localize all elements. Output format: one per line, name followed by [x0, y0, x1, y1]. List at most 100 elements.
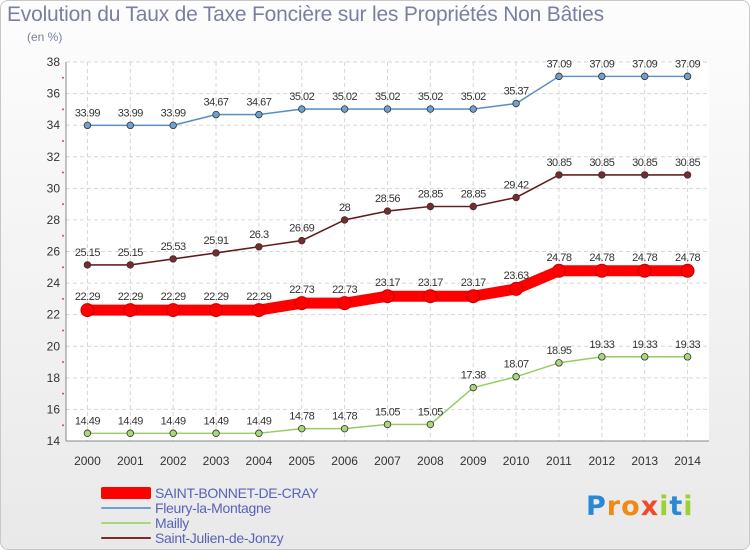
data-point [594, 263, 609, 278]
data-point [637, 263, 652, 278]
y-minor-tick [62, 329, 64, 332]
y-tick-label: 20 [47, 339, 61, 353]
data-point [469, 202, 477, 211]
y-minor-tick [62, 266, 64, 269]
y-tick-label: 32 [47, 150, 61, 164]
data-label: 14.49 [204, 415, 229, 427]
legend-item-saint-bonnet[interactable]: SAINT-BONNET-DE-CRAY [101, 485, 319, 501]
y-tick-label: 14 [47, 434, 61, 448]
data-point [426, 420, 435, 429]
data-label: 18.07 [504, 359, 529, 371]
data-label: 15.05 [418, 406, 443, 418]
logo-letter: r [606, 491, 622, 522]
data-label: 37.09 [589, 58, 614, 70]
legend-label-saint-julien: Saint-Julien-de-Jonzy [155, 530, 284, 546]
data-point [123, 303, 138, 318]
data-point [83, 429, 92, 437]
logo-letter: P [586, 491, 607, 522]
logo-letter: i [659, 491, 670, 522]
data-label: 30.85 [546, 157, 571, 169]
data-label: 35.02 [375, 91, 400, 103]
data-label: 14.78 [289, 411, 314, 423]
chart-title: Evolution du Taux de Taxe Foncière sur l… [7, 3, 604, 26]
data-label: 14.78 [332, 411, 357, 423]
data-label: 28 [339, 202, 351, 214]
data-label: 33.99 [75, 107, 100, 119]
data-point [426, 105, 435, 113]
data-label: 25.53 [161, 241, 186, 253]
legend-item-mailly[interactable]: Mailly [101, 515, 189, 531]
data-point [598, 72, 606, 81]
x-tick-label: 2007 [374, 454, 401, 468]
data-point [298, 105, 306, 113]
y-minor-tick [62, 203, 64, 206]
data-point [83, 261, 92, 269]
data-label: 37.09 [675, 58, 700, 70]
data-point [423, 289, 438, 304]
data-label: 28.85 [461, 188, 486, 200]
data-label: 29.42 [504, 179, 529, 191]
legend-swatch-saint-bonnet [101, 487, 151, 499]
legend-label-mailly: Mailly [155, 515, 189, 531]
data-point [166, 303, 181, 318]
data-label: 24.78 [546, 252, 571, 264]
data-label: 23.17 [461, 277, 486, 289]
data-point [383, 105, 392, 113]
data-label: 25.91 [204, 235, 229, 247]
data-point [340, 424, 349, 433]
data-label: 35.37 [504, 86, 529, 98]
y-minor-tick [62, 361, 64, 364]
y-tick-label: 22 [47, 308, 61, 322]
data-label: 28.85 [418, 188, 443, 200]
data-point [251, 303, 266, 318]
data-label: 33.99 [118, 107, 143, 119]
data-point [512, 99, 520, 108]
data-label: 26.69 [289, 223, 314, 235]
data-point [555, 72, 563, 81]
x-tick-label: 2002 [160, 454, 187, 468]
data-point [555, 171, 563, 179]
data-label: 19.33 [675, 339, 700, 351]
data-point [598, 353, 606, 361]
data-point [255, 243, 263, 251]
data-point [126, 429, 134, 437]
y-minor-tick [62, 171, 64, 174]
data-point [169, 429, 177, 437]
data-point [469, 105, 477, 113]
legend-item-fleury[interactable]: Fleury-la-Montagne [101, 500, 271, 516]
data-point [169, 255, 177, 263]
data-label: 23.17 [375, 277, 400, 289]
data-point [212, 110, 220, 119]
data-point [340, 105, 349, 113]
y-minor-tick [62, 76, 64, 79]
y-tick-label: 36 [47, 87, 61, 101]
data-point [512, 373, 520, 381]
data-label: 15.05 [375, 406, 400, 418]
data-label: 14.49 [161, 415, 186, 427]
data-label: 35.02 [461, 91, 486, 103]
legend-swatch-fleury [101, 507, 151, 509]
x-tick-label: 2010 [503, 454, 530, 468]
data-point [555, 359, 563, 367]
legend-label-saint-bonnet: SAINT-BONNET-DE-CRAY [155, 485, 319, 501]
data-label: 33.99 [161, 107, 186, 119]
legend-swatch-saint-julien [101, 537, 151, 539]
data-point [255, 429, 263, 437]
legend-item-saint-julien[interactable]: Saint-Julien-de-Jonzy [101, 530, 284, 546]
data-point [512, 193, 520, 202]
data-point [466, 289, 481, 304]
y-tick-label: 18 [47, 371, 61, 385]
y-minor-tick [62, 108, 64, 111]
data-point [212, 249, 220, 257]
data-label: 24.78 [675, 252, 700, 264]
data-label: 37.09 [546, 58, 571, 70]
data-label: 22.29 [75, 291, 100, 303]
data-label: 30.85 [632, 157, 657, 169]
data-label: 19.33 [589, 339, 614, 351]
data-point [294, 296, 309, 311]
legend-label-fleury: Fleury-la-Montagne [155, 500, 271, 516]
y-tick-label: 24 [47, 276, 61, 290]
data-label: 37.09 [632, 58, 657, 70]
data-label: 35.02 [332, 91, 357, 103]
